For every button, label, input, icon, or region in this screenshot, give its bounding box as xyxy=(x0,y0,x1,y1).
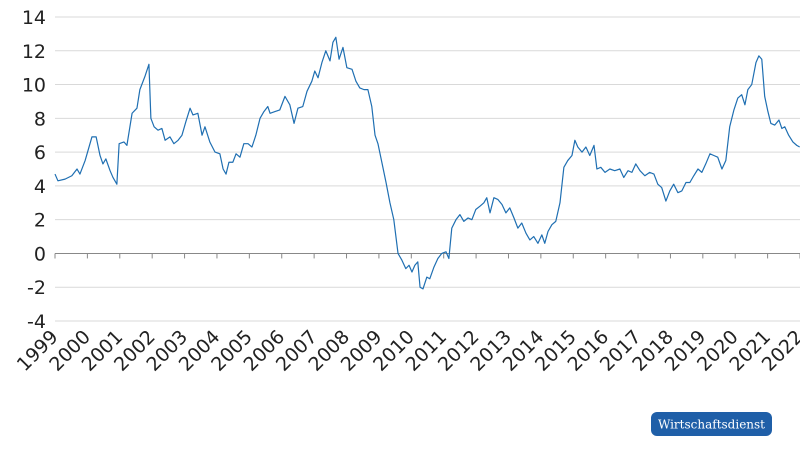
line-series xyxy=(54,36,800,290)
y-tick-label: 6 xyxy=(34,142,46,164)
y-tick-label: 8 xyxy=(34,108,46,130)
y-tick-label: 2 xyxy=(34,210,46,232)
y-tick-label: 0 xyxy=(34,243,46,265)
y-tick-label: 4 xyxy=(34,176,46,198)
source-badge xyxy=(651,412,772,436)
y-tick-label: 10 xyxy=(22,75,46,97)
y-tick-label: 12 xyxy=(22,41,46,63)
y-tick-label: -4 xyxy=(27,311,46,333)
y-tick-label: -2 xyxy=(27,277,46,299)
source-label: Wirtschaftsdienst xyxy=(658,418,765,432)
y-tick-label: 14 xyxy=(22,7,46,29)
